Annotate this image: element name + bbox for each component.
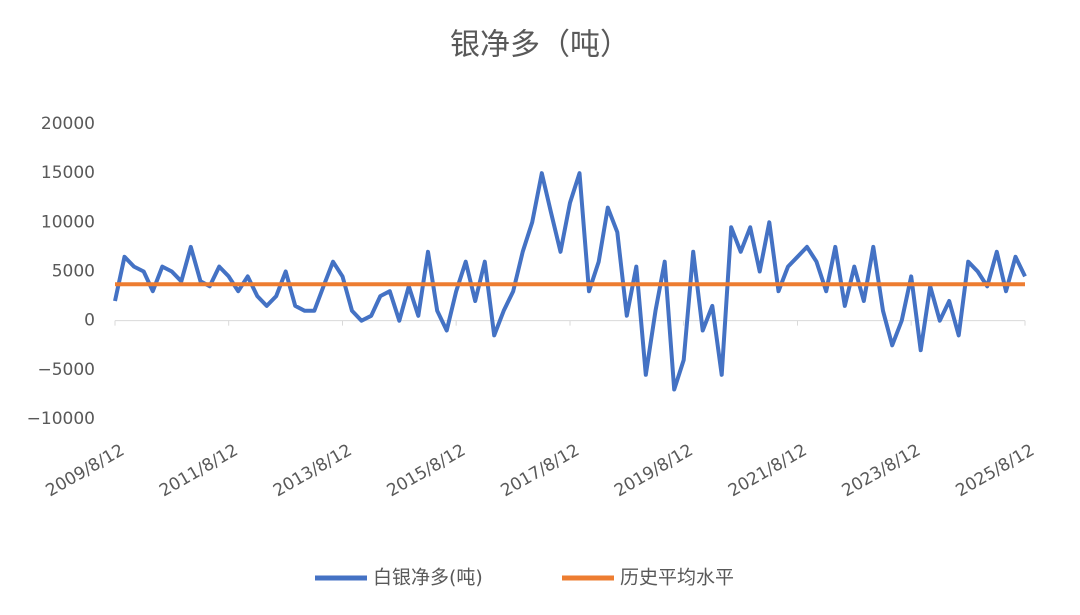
legend-label: 白银净多(吨) — [373, 567, 483, 589]
y-tick-label: −5000 — [37, 360, 95, 380]
y-tick-label: 15000 — [41, 163, 95, 183]
y-tick-label: 5000 — [52, 262, 95, 282]
x-tick-label: 2025/8/12 — [953, 440, 1038, 501]
x-tick-label: 2023/8/12 — [839, 440, 924, 501]
y-tick-label: 10000 — [41, 212, 95, 232]
y-tick-label: 0 — [84, 311, 95, 331]
x-tick-label: 2013/8/12 — [270, 440, 355, 501]
x-tick-label: 2009/8/12 — [43, 440, 128, 501]
legend-label: 历史平均水平 — [620, 567, 734, 589]
series-line — [113, 171, 1027, 392]
chart-title: 银净多（吨） — [450, 28, 630, 63]
x-tick-label: 2015/8/12 — [384, 440, 469, 501]
x-tick-label: 2019/8/12 — [611, 440, 696, 501]
y-tick-label: −10000 — [27, 409, 95, 429]
y-tick-label: 20000 — [41, 114, 95, 134]
x-tick-label: 2021/8/12 — [725, 440, 810, 501]
x-tick-label: 2017/8/12 — [498, 440, 583, 501]
x-tick-label: 2011/8/12 — [156, 440, 241, 501]
